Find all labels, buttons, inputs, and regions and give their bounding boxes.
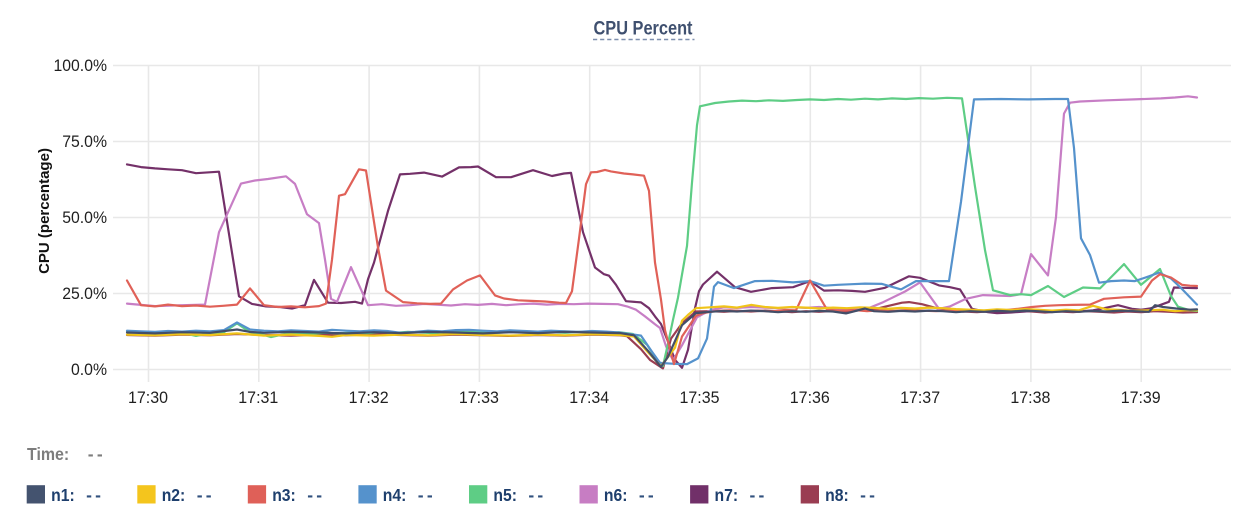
- svg-text:17:32: 17:32: [349, 388, 389, 407]
- svg-text:n8:: n8:: [825, 485, 849, 505]
- svg-text:Time:: Time:: [27, 444, 69, 464]
- svg-text:CPU Percent: CPU Percent: [594, 19, 694, 40]
- svg-text:17:31: 17:31: [238, 388, 278, 407]
- svg-text:50.0%: 50.0%: [62, 208, 107, 227]
- svg-text:n7:: n7:: [715, 485, 739, 505]
- svg-text:17:30: 17:30: [128, 388, 168, 407]
- svg-text:--: --: [418, 485, 436, 505]
- svg-text:25.0%: 25.0%: [62, 284, 107, 303]
- svg-text:CPU (percentage): CPU (percentage): [36, 148, 53, 274]
- svg-text:n5:: n5:: [493, 485, 517, 505]
- svg-text:75.0%: 75.0%: [62, 132, 107, 151]
- svg-text:0.0%: 0.0%: [71, 360, 107, 379]
- svg-text:n3:: n3:: [272, 485, 296, 505]
- svg-text:17:33: 17:33: [459, 388, 499, 407]
- svg-text:17:34: 17:34: [569, 388, 609, 407]
- svg-text:17:35: 17:35: [680, 388, 720, 407]
- svg-text:17:36: 17:36: [790, 388, 830, 407]
- svg-text:n4:: n4:: [383, 485, 407, 505]
- svg-text:--: --: [197, 485, 215, 505]
- svg-text:17:39: 17:39: [1121, 388, 1161, 407]
- svg-text:--: --: [86, 485, 104, 505]
- svg-text:17:38: 17:38: [1010, 388, 1050, 407]
- svg-text:--: --: [860, 485, 878, 505]
- svg-text:--: --: [528, 485, 546, 505]
- svg-text:--: --: [639, 485, 657, 505]
- svg-text:n6:: n6:: [604, 485, 628, 505]
- svg-text:17:37: 17:37: [900, 388, 940, 407]
- svg-text:n1:: n1:: [51, 485, 75, 505]
- svg-text:100.0%: 100.0%: [54, 56, 108, 75]
- svg-text:n2:: n2:: [162, 485, 186, 505]
- svg-text:--: --: [750, 485, 768, 505]
- svg-text:--: --: [88, 444, 106, 464]
- svg-text:--: --: [307, 485, 325, 505]
